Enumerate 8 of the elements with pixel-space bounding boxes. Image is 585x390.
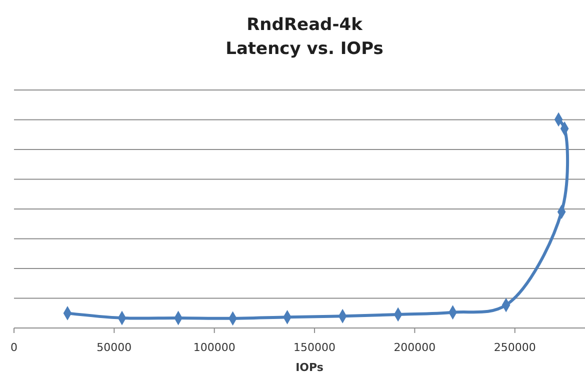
x-tick-label: 50000 xyxy=(96,341,132,354)
chart-title: RndRead-4k Latency vs. IOPs xyxy=(226,15,384,59)
x-tick-label: 250000 xyxy=(494,341,536,354)
x-tick-label: 200000 xyxy=(394,341,436,354)
x-tick-label: 100000 xyxy=(193,341,236,354)
x-tick-label: 150000 xyxy=(294,341,336,354)
x-axis-title: IOPs xyxy=(296,361,324,374)
x-tick-label: 0 xyxy=(10,341,18,354)
